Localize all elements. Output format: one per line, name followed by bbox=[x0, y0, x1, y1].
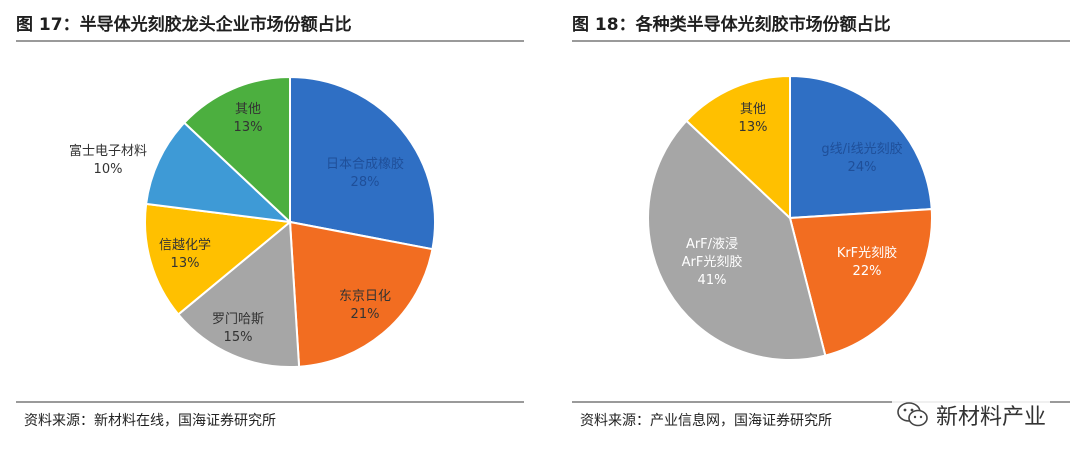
pie-slice bbox=[647, 119, 827, 361]
slice-value-label: 22% bbox=[853, 264, 882, 279]
slice-value-label: 24% bbox=[848, 160, 877, 175]
wechat-icon bbox=[897, 402, 928, 427]
slice-label: 信越化学 13% bbox=[159, 237, 211, 271]
source-note: 资料来源：产业信息网，国海证券研究所 bbox=[580, 413, 832, 429]
pie-chart-18: g线/i线光刻胶 24% KrF光刻胶 22% ArF/液浸 ArF光刻胶 41% 其他 13% bbox=[647, 74, 933, 361]
chart-title: 图 17：半导体光刻胶龙头企业市场份额占比 bbox=[16, 15, 352, 35]
pie-slice bbox=[176, 219, 301, 368]
title-divider bbox=[572, 40, 1070, 42]
watermark-text: 新材料产业 bbox=[935, 405, 1046, 430]
pie-slice bbox=[788, 208, 933, 357]
title-divider bbox=[16, 40, 524, 42]
pie-slice bbox=[289, 75, 436, 251]
slice-value-label: 41% bbox=[698, 273, 727, 288]
pie-slice bbox=[288, 220, 434, 368]
slice-label: 东京日化 21% bbox=[339, 289, 391, 322]
slice-value-label: 15% bbox=[224, 330, 253, 345]
slice-value-label: 28% bbox=[351, 175, 380, 190]
slice-label: g线/i线光刻胶 24% bbox=[821, 141, 902, 175]
slice-label: 日本合成橡胶 28% bbox=[326, 156, 404, 190]
source-divider bbox=[16, 401, 524, 403]
slice-value-label: 13% bbox=[171, 256, 200, 271]
slice-value-label: 10% bbox=[94, 162, 123, 177]
slice-value-label: 13% bbox=[739, 120, 768, 135]
pie-slice bbox=[685, 74, 791, 221]
slice-label: ArF/液浸 ArF光刻胶 41% bbox=[682, 237, 743, 288]
slice-label: 罗门哈斯 15% bbox=[212, 312, 264, 345]
pie-slice bbox=[182, 75, 291, 225]
slice-label: KrF光刻胶 22% bbox=[837, 245, 897, 279]
chart-panel-18: 图 18：各种类半导体光刻胶市场份额占比 g线/i线光刻胶 24% KrF光刻胶 22… bbox=[540, 0, 1080, 460]
pie-slice bbox=[789, 74, 933, 220]
source-note: 资料来源：新材料在线，国海证券研究所 bbox=[24, 413, 276, 429]
watermark: 新材料产业 bbox=[891, 397, 1050, 433]
pie-slice bbox=[144, 202, 293, 316]
slice-label: 其他 13% bbox=[739, 102, 768, 135]
slice-value-label: 21% bbox=[351, 307, 380, 322]
slice-label: 富士电子材料 10% bbox=[69, 143, 147, 177]
source-divider bbox=[572, 401, 1070, 403]
pie-slice bbox=[145, 121, 293, 224]
chart-title: 图 18：各种类半导体光刻胶市场份额占比 bbox=[572, 15, 891, 35]
slice-value-label: 13% bbox=[234, 120, 263, 135]
slice-label: 其他 13% bbox=[234, 102, 263, 135]
chart-panel-17: 图 17：半导体光刻胶龙头企业市场份额占比 日本合成橡胶 28% 东京日化 21% 罗门… bbox=[16, 15, 524, 429]
pie-chart-17: 日本合成橡胶 28% 东京日化 21% 罗门哈斯 15% 信越化学 13% 富士电子材料 10% 其… bbox=[69, 75, 436, 368]
